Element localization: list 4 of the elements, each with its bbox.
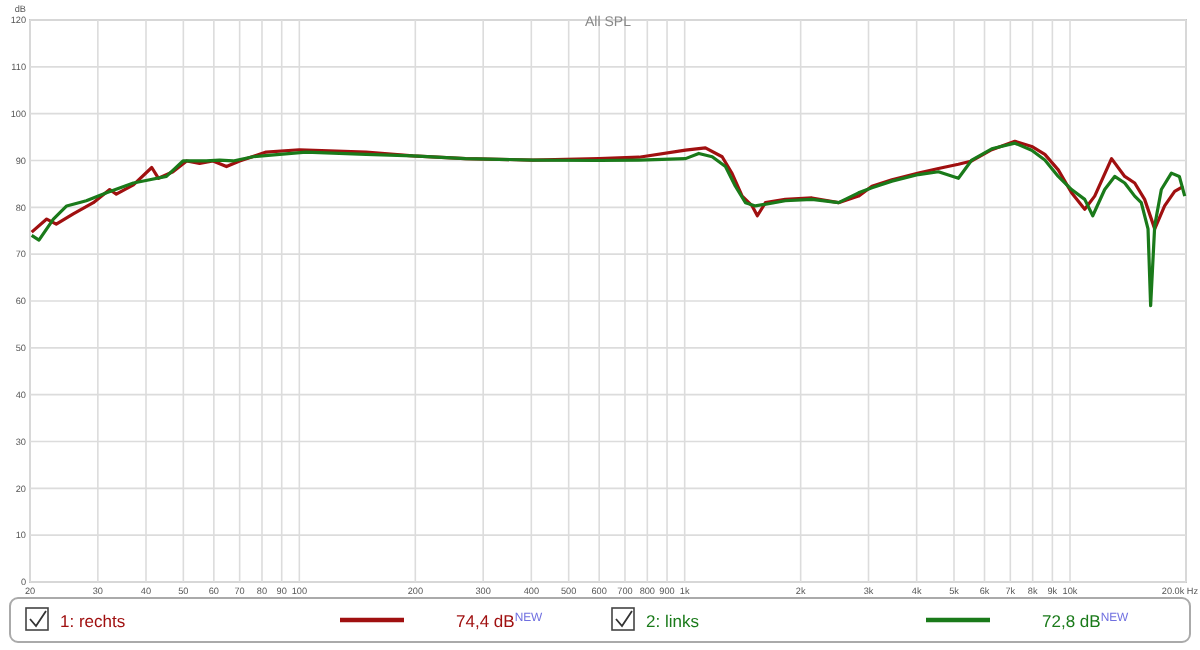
text: 74,4 dB$^{NEW}$ (456, 611, 544, 631)
text: 1: rechts (60, 611, 126, 631)
text: 2: links (646, 611, 699, 631)
text: 72,8 dB$^{NEW}$ (1042, 611, 1130, 631)
